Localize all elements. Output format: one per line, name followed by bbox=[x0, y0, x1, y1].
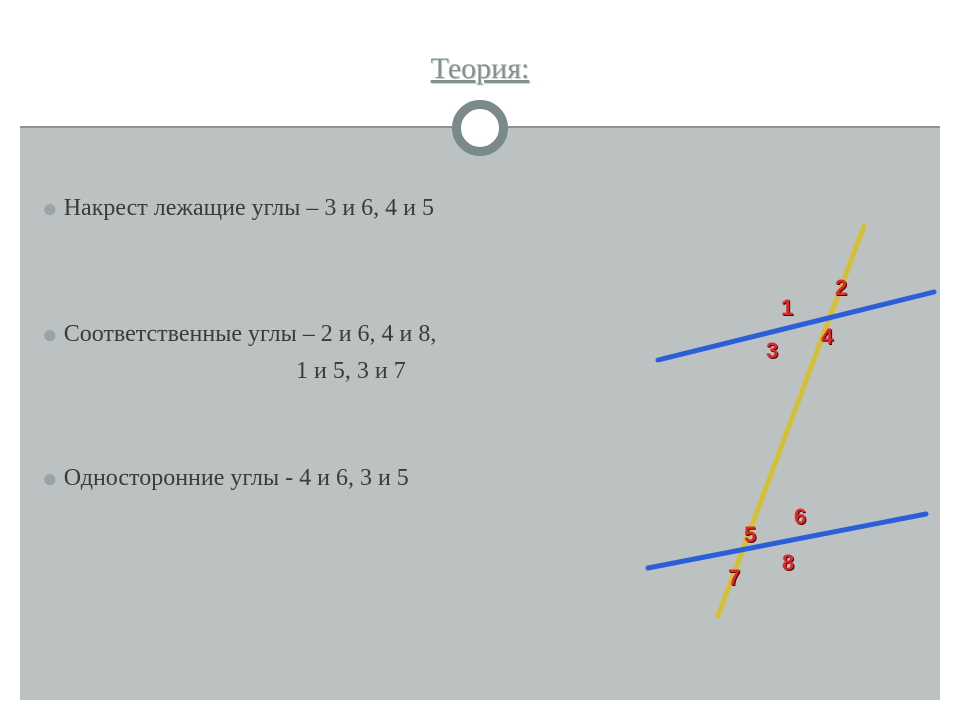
bullet-2: ●Соответственные углы – 2 и 6, 4 и 8, bbox=[42, 318, 436, 348]
parallel-line-1 bbox=[658, 292, 934, 360]
angle-label-1: 1 bbox=[781, 295, 793, 321]
bullet-dot-icon: ● bbox=[42, 320, 58, 349]
angle-label-7: 7 bbox=[728, 565, 740, 591]
bullet-1: ●Накрест лежащие углы – 3 и 6, 4 и 5 bbox=[42, 192, 434, 222]
angle-label-3: 3 bbox=[766, 338, 778, 364]
content-area: ●Накрест лежащие углы – 3 и 6, 4 и 5 ●Со… bbox=[0, 126, 960, 720]
angle-label-6: 6 bbox=[794, 504, 806, 530]
bullet-2-continuation: 1 и 5, 3 и 7 bbox=[296, 358, 406, 385]
angle-label-4: 4 bbox=[821, 324, 833, 350]
slide-title: Теория: bbox=[0, 52, 960, 86]
bullet-3-text: Односторонние углы - 4 и 6, 3 и 5 bbox=[64, 465, 409, 491]
bullet-2-text: Соответственные углы – 2 и 6, 4 и 8, bbox=[64, 321, 437, 347]
bullet-1-text: Накрест лежащие углы – 3 и 6, 4 и 5 bbox=[64, 195, 434, 221]
title-text: Теория: bbox=[431, 52, 530, 85]
bullet-dot-icon: ● bbox=[42, 194, 58, 223]
bullet-3: ●Односторонние углы - 4 и 6, 3 и 5 bbox=[42, 462, 409, 492]
angle-label-2: 2 bbox=[835, 275, 847, 301]
bullet-dot-icon: ● bbox=[42, 464, 58, 493]
slide: Теория: ●Накрест лежащие углы – 3 и 6, 4… bbox=[0, 0, 960, 720]
angle-diagram: 1 2 3 4 5 6 7 8 bbox=[640, 206, 940, 636]
angle-label-5: 5 bbox=[744, 522, 756, 548]
angle-label-8: 8 bbox=[782, 550, 794, 576]
